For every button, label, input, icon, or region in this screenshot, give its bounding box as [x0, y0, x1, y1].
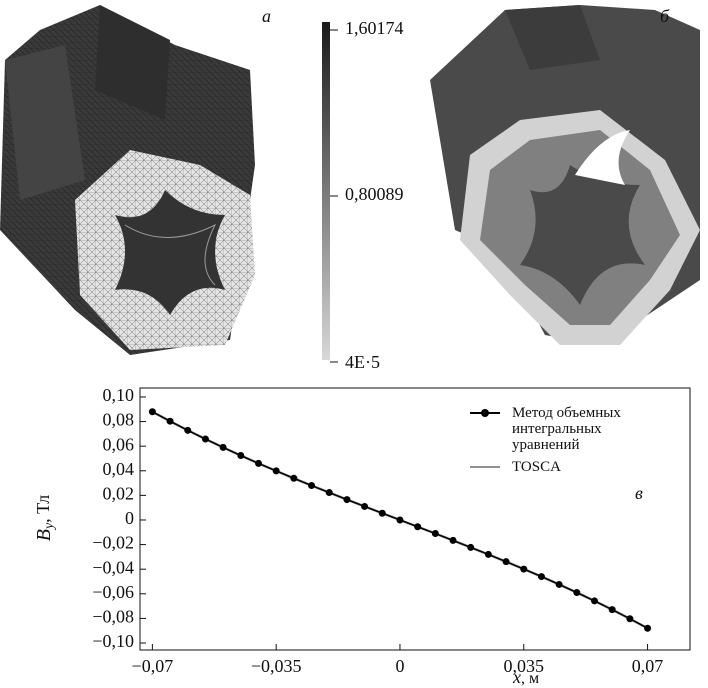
- plot-frame: [139, 387, 691, 651]
- y-tick-label: 0,02: [103, 484, 135, 504]
- y-axis-label: By, Тл: [33, 495, 58, 542]
- y-tick-label: −0,10: [92, 631, 134, 651]
- y-tick-label: 0,06: [103, 434, 135, 454]
- data-point: [644, 624, 652, 632]
- data-point: [608, 606, 616, 614]
- data-point: [414, 523, 422, 531]
- y-axis-symbol: B: [33, 529, 55, 541]
- render-b: [430, 5, 700, 345]
- y-axis-unit: , Тл: [33, 495, 53, 523]
- x-tick-label: −0,07: [132, 656, 174, 676]
- data-point: [343, 496, 351, 504]
- x-axis-label: x, м: [512, 667, 539, 687]
- data-point: [520, 565, 528, 573]
- data-point: [626, 615, 634, 623]
- legend-swatch: [470, 466, 500, 468]
- x-tick-label: −0,035: [251, 656, 302, 676]
- colorbar-min: 4E·5: [345, 352, 380, 372]
- data-point: [184, 426, 192, 434]
- data-point: [396, 516, 404, 524]
- data-point: [254, 459, 262, 467]
- data-point: [555, 580, 563, 588]
- x-axis-symbol: x: [512, 667, 521, 687]
- legend-item: TOSCA: [470, 459, 670, 475]
- x-axis-unit: , м: [521, 670, 539, 687]
- y-tick-label: −0,02: [92, 533, 134, 553]
- data-point: [148, 408, 156, 416]
- legend-item: Метод объемных интегральных уравнений: [470, 405, 670, 453]
- data-point: [431, 530, 439, 538]
- data-point: [219, 443, 227, 451]
- y-tick-label: 0,08: [103, 410, 135, 430]
- legend: Метод объемных интегральных уравнений TOS…: [470, 405, 670, 481]
- data-point: [290, 474, 298, 482]
- colorbar-max: 1,60174: [345, 18, 404, 38]
- y-tick-label: −0,06: [92, 582, 134, 602]
- y-tick-label: 0,04: [103, 459, 135, 479]
- y-tick-label: 0,10: [103, 385, 135, 405]
- data-point: [272, 467, 280, 475]
- y-tick-label: −0,08: [92, 607, 134, 627]
- data-point: [591, 597, 599, 605]
- panel-label: в: [635, 483, 643, 503]
- y-tick-label: −0,04: [92, 557, 134, 577]
- data-point: [484, 550, 492, 558]
- x-tick-label: 0,035: [504, 656, 545, 676]
- panel-label: б: [660, 6, 670, 26]
- legend-label: Метод объемных интегральных уравнений: [512, 405, 621, 453]
- y-axis-subscript: y: [42, 522, 57, 531]
- data-point: [449, 536, 457, 544]
- data-point: [237, 452, 245, 460]
- data-point: [537, 573, 545, 581]
- colorbar-mid: 0,80089: [345, 184, 404, 204]
- data-point: [361, 502, 369, 510]
- colorbar-gradient: [322, 22, 330, 360]
- data-point: [502, 558, 510, 566]
- data-point: [325, 489, 333, 497]
- y-tick-label: 0: [125, 508, 134, 528]
- render-a: [0, 5, 255, 355]
- legend-marker: [481, 409, 489, 417]
- data-point: [378, 509, 386, 517]
- panel-label: а: [262, 6, 271, 26]
- legend-label: TOSCA: [512, 459, 561, 475]
- data-point: [467, 543, 475, 551]
- data-point: [166, 417, 174, 425]
- data-point: [201, 435, 209, 443]
- plot: 0,10 0,08 0,06 0,04 0,02 0 −0,02 −0,04 −0,06 −0,0…: [33, 385, 691, 687]
- data-point: [573, 589, 581, 597]
- data-point: [308, 482, 316, 490]
- x-tick-label: 0,07: [632, 656, 664, 676]
- colorbar: 1,60174 0,80089 4E·5: [322, 18, 404, 372]
- x-tick-label: 0: [395, 656, 404, 676]
